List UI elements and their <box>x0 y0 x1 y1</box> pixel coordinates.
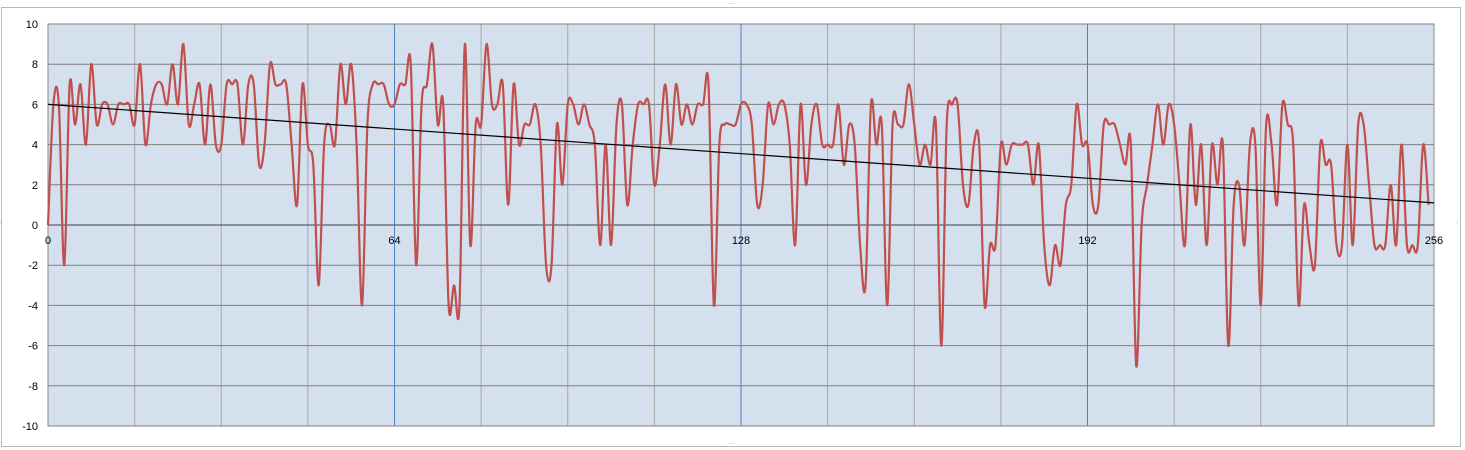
y-axis-tick-labels: -10 -8 -6 -4 -2 0 2 4 6 8 10 <box>22 19 38 433</box>
x-tick-label: 192 <box>1078 235 1096 247</box>
x-axis-tick-labels: 0 64 128 192 256 <box>45 235 1443 247</box>
x-tick-label: 0 <box>45 235 51 247</box>
series-layer <box>46 42 1435 368</box>
y-tick-label: 0 <box>32 220 38 232</box>
y-tick-label: -8 <box>28 381 38 393</box>
data-series-line <box>46 42 1430 368</box>
x-tick-label: 256 <box>1425 235 1443 247</box>
y-tick-label: -4 <box>28 300 38 312</box>
resize-handle-top[interactable]: ···· <box>727 1 735 8</box>
x-tick-label: 64 <box>388 235 400 247</box>
y-tick-label: -10 <box>22 421 38 433</box>
x-tick-label: 128 <box>732 235 750 247</box>
resize-handle-right[interactable]: : <box>1456 219 1459 226</box>
y-tick-label: 8 <box>32 59 38 71</box>
y-tick-label: 4 <box>32 140 38 152</box>
resize-handle-bottom[interactable]: ···· <box>727 441 735 448</box>
y-tick-label: 6 <box>32 99 38 111</box>
resize-handle-left[interactable]: : <box>0 219 3 226</box>
y-tick-label: -6 <box>28 341 38 353</box>
y-tick-label: 10 <box>26 19 38 31</box>
y-tick-label: 2 <box>32 180 38 192</box>
trendline <box>47 103 1435 204</box>
y-tick-label: -2 <box>28 260 38 272</box>
